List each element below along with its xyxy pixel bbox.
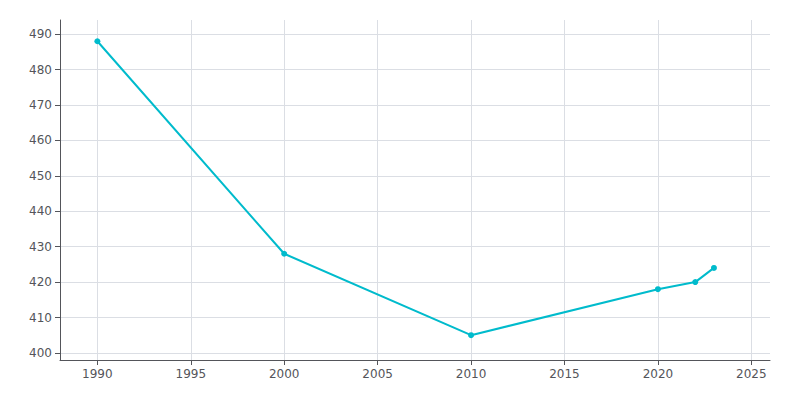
svg-text:450: 450 [29, 169, 52, 183]
svg-text:2000: 2000 [269, 367, 300, 381]
svg-text:480: 480 [29, 63, 52, 77]
svg-text:460: 460 [29, 133, 52, 147]
svg-text:1990: 1990 [82, 367, 113, 381]
svg-text:2020: 2020 [643, 367, 674, 381]
svg-text:410: 410 [29, 311, 52, 325]
svg-text:2025: 2025 [736, 367, 767, 381]
svg-text:2015: 2015 [549, 367, 580, 381]
svg-text:470: 470 [29, 98, 52, 112]
svg-text:420: 420 [29, 275, 52, 289]
svg-text:2010: 2010 [456, 367, 487, 381]
svg-text:2005: 2005 [362, 367, 393, 381]
svg-text:440: 440 [29, 204, 52, 218]
svg-text:490: 490 [29, 27, 52, 41]
svg-text:430: 430 [29, 240, 52, 254]
svg-text:400: 400 [29, 346, 52, 360]
svg-text:1995: 1995 [176, 367, 207, 381]
